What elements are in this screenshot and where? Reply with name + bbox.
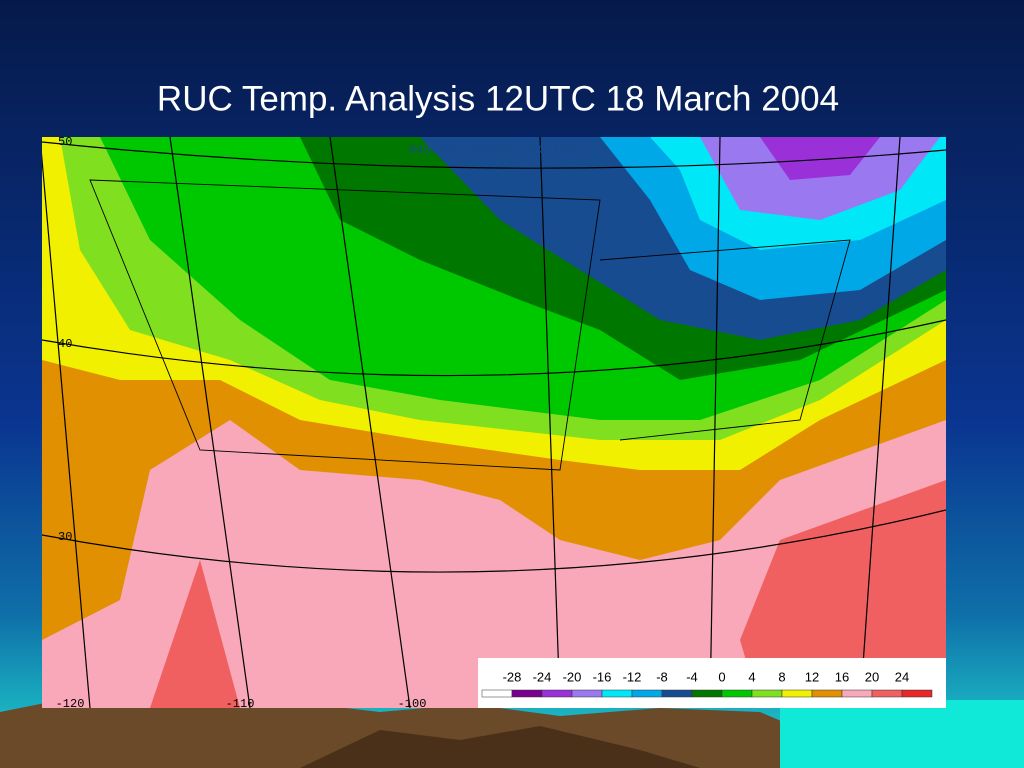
legend: -28 -24 -20 -16 -12 -8 -4 0 4 8 12 16 20 24 xyxy=(481,669,933,698)
legend-label: 16 xyxy=(835,669,849,684)
legend-label: -28 xyxy=(503,669,522,684)
legend-label: -4 xyxy=(686,669,698,684)
legend-label: 20 xyxy=(865,669,879,684)
legend-label: 24 xyxy=(895,669,909,684)
map: 040318/1200V000 SFC TMPC xyxy=(42,137,946,708)
legend-swatch xyxy=(481,689,513,698)
map-header: 040318/1200V000 SFC TMPC xyxy=(409,143,582,157)
legend-label: -16 xyxy=(593,669,612,684)
lat-label: 40 xyxy=(58,337,72,351)
temp-field xyxy=(42,420,946,708)
meridian xyxy=(169,137,251,708)
legend-swatch xyxy=(751,689,783,698)
parallel xyxy=(42,141,946,169)
legend-box xyxy=(478,658,946,708)
temp-field xyxy=(700,137,940,220)
legend-swatch xyxy=(871,689,903,698)
legend-label: -24 xyxy=(533,669,552,684)
temp-field xyxy=(740,480,946,708)
legend-swatch xyxy=(511,689,543,698)
state-lines xyxy=(89,179,851,471)
legend-swatch xyxy=(661,689,693,698)
legend-label: 0 xyxy=(718,669,725,684)
meridian xyxy=(539,137,561,708)
slide-title: RUC Temp. Analysis 12UTC 18 March 2004 xyxy=(157,79,839,118)
legend-swatch xyxy=(781,689,813,698)
legend-swatch xyxy=(631,689,663,698)
temp-field xyxy=(760,137,880,180)
meridian xyxy=(42,152,91,708)
legend-swatch xyxy=(901,689,933,698)
lon-label: -100 xyxy=(398,697,427,711)
legend-swatch xyxy=(691,689,723,698)
water xyxy=(780,700,1024,768)
legend-swatch xyxy=(811,689,843,698)
meridian xyxy=(859,137,901,708)
lon-label: -120 xyxy=(56,697,85,711)
legend-swatch xyxy=(571,689,603,698)
legend-swatch xyxy=(541,689,573,698)
mountains-dark xyxy=(300,726,700,768)
legend-label: 8 xyxy=(778,669,785,684)
meridian xyxy=(709,137,721,708)
legend-swatch xyxy=(601,689,633,698)
legend-label: -12 xyxy=(623,669,642,684)
lon-label: -110 xyxy=(226,697,255,711)
graticule xyxy=(42,137,946,708)
parallel xyxy=(42,319,946,377)
legend-swatch xyxy=(841,689,873,698)
meridian xyxy=(329,137,411,708)
legend-label: -20 xyxy=(563,669,582,684)
mountains xyxy=(0,698,900,768)
legend-label: -8 xyxy=(656,669,668,684)
legend-label: 4 xyxy=(748,669,755,684)
legend-swatch xyxy=(721,689,753,698)
temp-field xyxy=(150,560,240,708)
coordinate-labels: 50 40 30 -120 -110 -100 xyxy=(56,135,427,711)
lat-label: 50 xyxy=(58,135,72,149)
legend-label: 12 xyxy=(805,669,819,684)
parallel xyxy=(42,509,946,573)
lat-label: 30 xyxy=(58,530,72,544)
